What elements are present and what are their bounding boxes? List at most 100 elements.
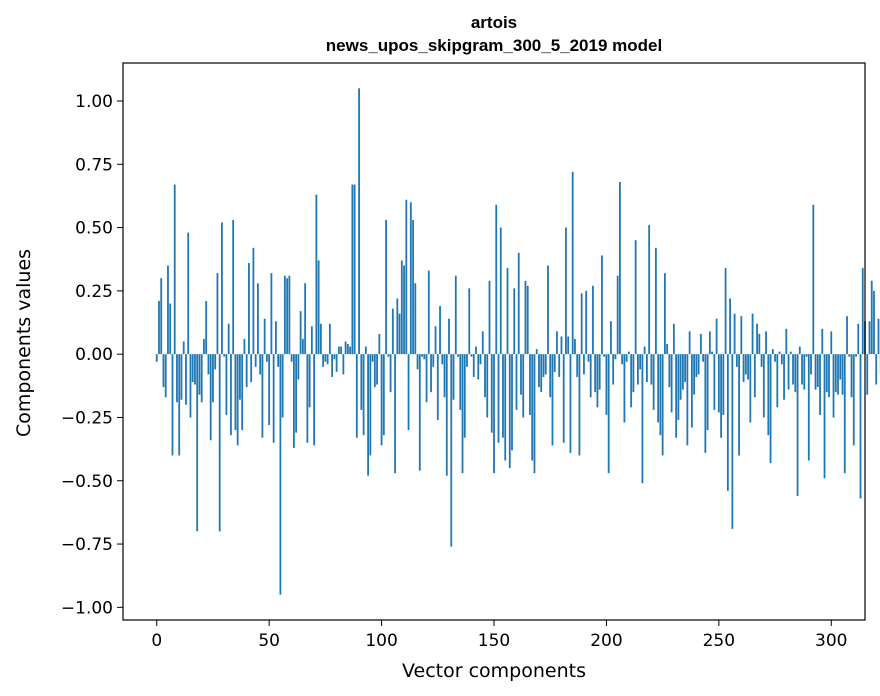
bar-component-92 xyxy=(362,354,365,436)
bar-component-202 xyxy=(610,321,612,355)
bar-component-151 xyxy=(495,204,498,355)
bar-component-175 xyxy=(549,354,552,398)
bar-component-167 xyxy=(531,354,534,461)
bar-component-295 xyxy=(819,354,821,415)
bar-component-39 xyxy=(243,338,246,355)
bar-component-222 xyxy=(654,247,657,355)
bar-component-29 xyxy=(221,222,223,355)
bar-component-116 xyxy=(416,354,419,370)
bar-component-40 xyxy=(245,354,248,388)
bar-component-213 xyxy=(634,240,637,355)
x-tick-label: 50 xyxy=(258,631,280,651)
bar-component-72 xyxy=(317,260,320,355)
bar-component-170 xyxy=(538,354,540,388)
bar-component-238 xyxy=(690,354,693,428)
bar-component-246 xyxy=(708,331,711,355)
y-tick-label: 0.50 xyxy=(75,219,113,239)
y-tick-label: −0.75 xyxy=(61,535,113,555)
bar-component-166 xyxy=(529,354,531,415)
bar-component-4 xyxy=(164,354,167,398)
bar-component-297 xyxy=(823,354,826,479)
bar-component-16 xyxy=(191,354,194,383)
bar-component-42 xyxy=(250,354,253,383)
bar-component-190 xyxy=(583,354,585,375)
bar-component-321 xyxy=(877,318,880,355)
bar-component-293 xyxy=(814,354,817,390)
bar-component-95 xyxy=(369,354,372,456)
bar-component-282 xyxy=(789,351,792,355)
bar-component-142 xyxy=(475,346,477,355)
bar-component-14 xyxy=(187,232,190,355)
bar-component-184 xyxy=(569,354,572,453)
bar-component-38 xyxy=(241,354,244,431)
bar-component-154 xyxy=(502,354,504,438)
bar-component-191 xyxy=(585,290,588,355)
bar-component-84 xyxy=(344,341,347,355)
bar-component-156 xyxy=(506,268,509,355)
bar-component-19 xyxy=(198,354,201,395)
bar-component-261 xyxy=(742,354,745,383)
bar-component-54 xyxy=(277,354,280,367)
bar-component-43 xyxy=(252,247,255,355)
bar-component-67 xyxy=(306,354,309,443)
bar-component-280 xyxy=(785,328,788,355)
bar-component-316 xyxy=(866,354,869,395)
y-tick-label: 0.25 xyxy=(75,282,113,302)
bar-component-249 xyxy=(715,318,718,355)
bar-component-106 xyxy=(394,354,396,474)
bar-component-77 xyxy=(328,323,331,355)
bar-component-105 xyxy=(391,308,394,355)
bar-component-271 xyxy=(765,331,767,355)
chart-subtitle: news_upos_skipgram_300_5_2019 model xyxy=(326,36,662,55)
bar-component-9 xyxy=(176,354,178,403)
bar-component-45 xyxy=(257,283,259,355)
bar-component-52 xyxy=(272,354,275,443)
bar-component-305 xyxy=(841,354,844,395)
bar-component-211 xyxy=(630,354,633,408)
bar-component-273 xyxy=(769,354,772,464)
bar-component-134 xyxy=(457,354,459,357)
bar-component-207 xyxy=(621,354,624,365)
bar-component-34 xyxy=(232,219,235,355)
bar-component-56 xyxy=(281,354,284,418)
bar-component-125 xyxy=(436,354,439,420)
bar-component-101 xyxy=(382,354,385,436)
bar-component-107 xyxy=(396,298,399,355)
bar-component-20 xyxy=(200,354,203,403)
bar-component-10 xyxy=(178,354,181,456)
bar-component-150 xyxy=(493,354,495,474)
bar-component-174 xyxy=(547,265,549,355)
bar-component-5 xyxy=(167,265,169,355)
bar-component-27 xyxy=(216,273,219,355)
bar-component-311 xyxy=(855,354,857,357)
bar-component-44 xyxy=(254,354,257,367)
bar-component-242 xyxy=(699,333,702,355)
bar-component-168 xyxy=(533,354,536,474)
bar-component-269 xyxy=(760,354,763,367)
bar-component-153 xyxy=(499,227,502,355)
bar-component-102 xyxy=(385,219,387,355)
bar-component-55 xyxy=(279,354,282,595)
bar-component-291 xyxy=(810,354,812,375)
bar-component-65 xyxy=(301,338,304,355)
bar-component-210 xyxy=(628,351,630,355)
bar-component-228 xyxy=(668,354,671,388)
bar-component-256 xyxy=(731,354,734,529)
bar-component-313 xyxy=(859,354,862,499)
bar-component-277 xyxy=(778,351,781,355)
bar-component-35 xyxy=(234,354,237,431)
bar-component-194 xyxy=(592,285,594,355)
bar-component-60 xyxy=(290,354,293,362)
bar-component-87 xyxy=(351,184,354,355)
bar-component-130 xyxy=(448,318,450,355)
bar-component-192 xyxy=(587,354,590,362)
bar-component-147 xyxy=(486,354,489,418)
x-tick-label: 150 xyxy=(478,631,510,651)
bar-component-133 xyxy=(454,275,457,355)
bar-component-255 xyxy=(729,298,731,355)
bar-component-223 xyxy=(657,354,660,423)
bar-component-26 xyxy=(214,354,217,370)
bar-component-254 xyxy=(726,354,729,491)
bar-component-179 xyxy=(558,354,561,377)
